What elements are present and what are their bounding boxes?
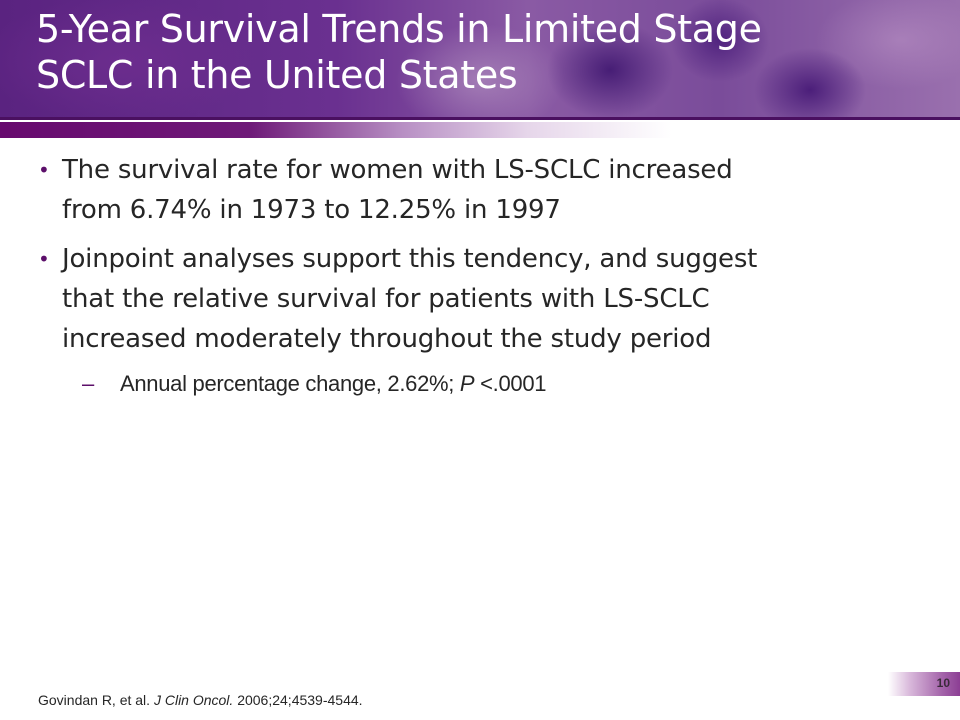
bullet-2-line-3: increased moderately throughout the stud… <box>62 324 712 354</box>
accent-gradient-bar <box>0 122 960 138</box>
title-banner: 5-Year Survival Trends in Limited Stage … <box>0 0 960 120</box>
slide-title: 5-Year Survival Trends in Limited Stage … <box>36 6 916 98</box>
bullet-item-2: • Joinpoint analyses support this tenden… <box>38 239 918 359</box>
bullet-1-line-2: from 6.74% in 1973 to 12.25% in 1997 <box>62 195 561 225</box>
reference-citation: Govindan R, et al. J Clin Oncol. 2006;24… <box>38 692 363 708</box>
reference-authors: Govindan R, et al. <box>38 692 154 708</box>
bullet-1-line-1: The survival rate for women with LS-SCLC… <box>62 155 733 185</box>
bullet-icon: • <box>38 158 50 182</box>
p-value: <.0001 <box>474 371 547 396</box>
bullet-item-1: • The survival rate for women with LS-SC… <box>38 150 918 230</box>
bullet-icon: • <box>38 247 50 271</box>
slide-title-line-1: 5-Year Survival Trends in Limited Stage <box>36 7 762 51</box>
sub-bullet-text: Annual percentage change, 2.62%; <box>120 371 460 396</box>
reference-journal: J Clin Oncol. <box>153 692 234 708</box>
slide-title-line-2: SCLC in the United States <box>36 53 518 97</box>
slide-body: • The survival rate for women with LS-SC… <box>38 150 918 400</box>
p-value-label: P <box>459 371 475 396</box>
bullet-2-line-1: Joinpoint analyses support this tendency… <box>62 244 758 274</box>
sub-bullet-item-1: – Annual percentage change, 2.62%; P <.0… <box>38 368 918 400</box>
reference-details: 2006;24;4539-4544. <box>233 692 363 708</box>
dash-icon: – <box>82 371 94 396</box>
page-number-badge: 10 <box>888 672 960 696</box>
bullet-2-line-2: that the relative survival for patients … <box>62 284 710 314</box>
page-number: 10 <box>936 676 950 690</box>
